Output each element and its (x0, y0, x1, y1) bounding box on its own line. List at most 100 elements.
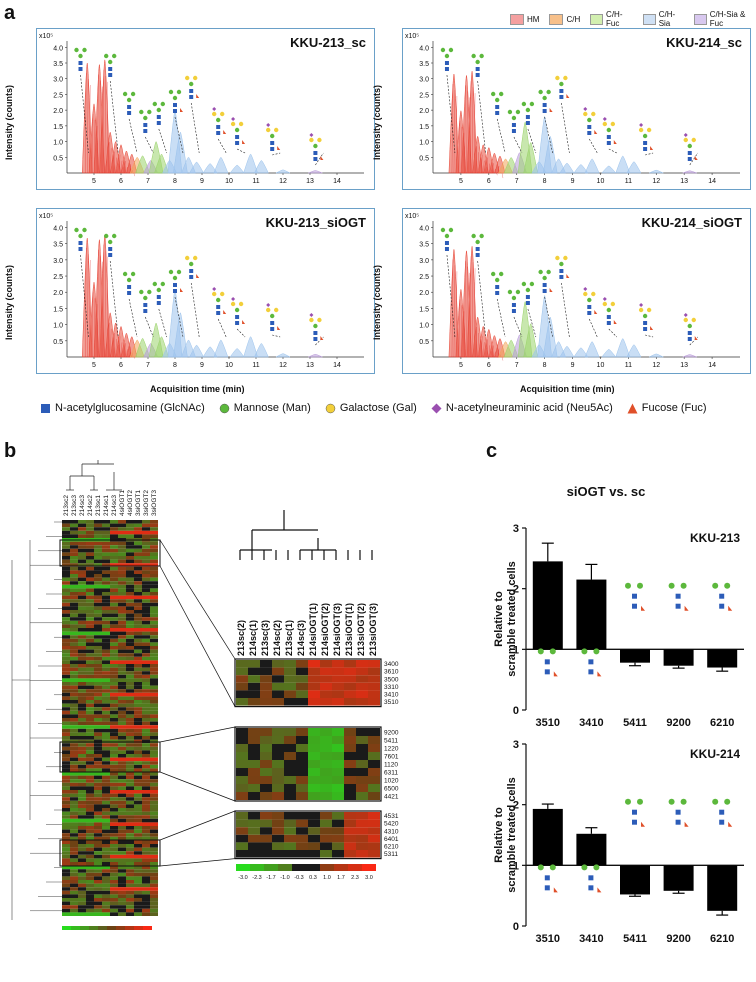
heatmap-cell (142, 836, 150, 841)
zoom-heatmap-cell (308, 675, 320, 683)
y-axis-label: Relative to (493, 807, 505, 863)
glycan-class-legend: HM C/H C/H-Fuc C/H-Sia C/H-Sia & Fuc (510, 10, 756, 28)
zoom-heatmap-cell (272, 760, 284, 768)
color-scale-swatch (264, 864, 278, 871)
annotation-leader (158, 128, 168, 154)
heatmap-cell (78, 635, 86, 639)
x-tick-label: 9 (571, 178, 575, 185)
heatmap-cell (110, 714, 118, 718)
y-tick-label: 4.0 (419, 225, 429, 232)
heatmap-cell (150, 887, 158, 891)
zoom-heatmap-cell (308, 812, 320, 820)
scale-swatch (71, 926, 80, 930)
heatmap-cell (126, 732, 134, 736)
glcnac-icon (78, 61, 83, 65)
heatmap-cell (78, 703, 86, 708)
heatmap-cell (126, 851, 134, 855)
mannose-icon (511, 115, 517, 121)
y-tick-label: 2.0 (53, 108, 63, 115)
zoom-heatmap-cell (332, 752, 344, 760)
heatmap-cell (142, 570, 150, 574)
mannose-icon (637, 798, 643, 805)
annotation-leader (527, 308, 537, 338)
heatmap-cell (134, 574, 142, 578)
heatmap-cell (70, 833, 78, 837)
monosaccharide-icon (546, 89, 551, 95)
heatmap-cell (94, 721, 102, 726)
x-tick-label: 12 (652, 178, 660, 185)
glcnac-icon (632, 809, 637, 815)
heatmap-cell (86, 772, 94, 776)
chromatogram-peak (559, 162, 575, 174)
zoom-heatmap-cell (236, 776, 248, 784)
heatmap-cell (110, 725, 118, 729)
heatmap-cell (102, 739, 110, 744)
heatmap-cell (126, 620, 134, 625)
zoom-row-label: 3610 (384, 669, 399, 676)
zoom-row-label: 3500 (384, 676, 399, 683)
heatmap-cell (110, 656, 118, 661)
heatmap-cell (118, 523, 126, 528)
heatmap-cell (110, 869, 118, 873)
panel-label-c: c (486, 440, 498, 462)
heatmap-cell (110, 872, 118, 877)
heatmap-cell (134, 836, 142, 841)
monosaccharide-icon (498, 91, 504, 97)
glcnac-icon (156, 115, 161, 119)
heatmap-cell (102, 667, 110, 672)
heatmap-cell (70, 703, 78, 708)
heatmap-cell (110, 772, 118, 776)
heatmap-cell (86, 880, 94, 884)
heatmap-cell (142, 577, 150, 582)
glcnac-icon (632, 593, 637, 599)
trace-line (455, 271, 458, 358)
heatmap-cell (126, 905, 134, 909)
heatmap-cell (70, 710, 78, 715)
heatmap-cell (150, 858, 158, 862)
scale-swatch (143, 926, 152, 930)
trace-line (89, 84, 91, 174)
heatmap-cell (126, 869, 134, 873)
heatmap-cell (70, 574, 78, 578)
heatmap-cell (62, 678, 70, 682)
zoom-column-label: 213siOGT(1) (344, 603, 354, 656)
heatmap-cell (78, 887, 86, 891)
chromatogram-peak (213, 157, 229, 174)
heatmap-cell (94, 714, 102, 718)
heatmap-cell (70, 617, 78, 621)
heatmap-cell (126, 761, 134, 765)
heatmap-cell (78, 638, 86, 643)
heatmap-cell (102, 833, 110, 837)
heatmap-cell (118, 808, 126, 812)
heatmap-cell (134, 876, 142, 880)
heatmap-cell (134, 790, 142, 794)
monosaccharide-icon (230, 301, 236, 307)
zoom-heatmap-cell (320, 776, 332, 784)
glcnac-icon (495, 105, 500, 109)
glcnac-icon (559, 269, 564, 273)
heatmap-cell (118, 682, 126, 686)
heatmap-cell (134, 732, 142, 736)
heatmap-cell (110, 908, 118, 913)
glcnac-icon (587, 131, 592, 135)
heatmap-cell (126, 779, 134, 783)
heatmap-cell (110, 786, 118, 790)
zoom-heatmap-cell (356, 728, 368, 736)
annotation-leader (645, 152, 654, 156)
trace-line (453, 265, 456, 358)
zoom-heatmap-cell (356, 667, 368, 676)
heatmap-cell (70, 548, 78, 553)
monosaccharide-icon (130, 91, 136, 97)
heatmap-cell (86, 581, 94, 585)
legend-label: C/H (566, 14, 581, 24)
heatmap-cell (118, 764, 126, 769)
heatmap-cell (86, 782, 94, 787)
heatmap-cell (126, 656, 134, 661)
y-tick-label: 3.5 (419, 242, 429, 249)
heatmap-cell (110, 826, 118, 830)
legend-swatch (510, 13, 524, 25)
heatmap-cell (150, 527, 158, 531)
heatmap-cell (86, 732, 94, 736)
heatmap-cell (126, 876, 134, 880)
scale-swatch (98, 926, 107, 930)
